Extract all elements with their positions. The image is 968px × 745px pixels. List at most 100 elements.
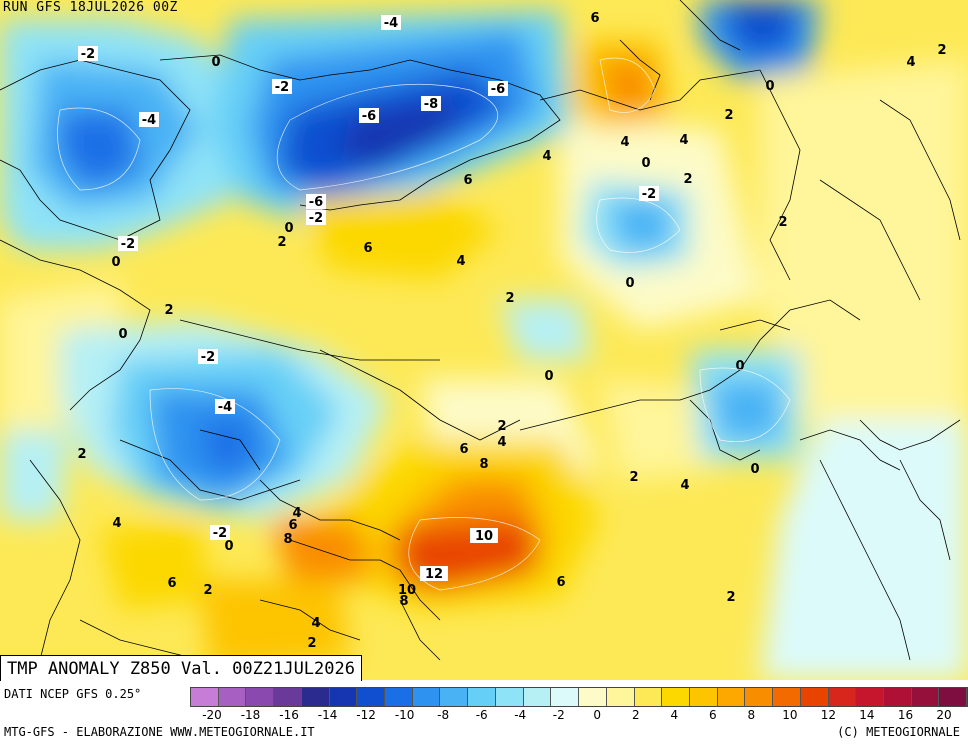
- colorbar-tick-label: 4: [670, 708, 679, 722]
- svg-text:-6: -6: [362, 109, 376, 124]
- svg-text:10: 10: [398, 583, 416, 598]
- field-title: TMP ANOMALY Z850 Val. 00Z21JUL2026: [0, 655, 362, 683]
- svg-text:8: 8: [399, 594, 408, 609]
- anomaly-map: -4 6 4 2 -2 0 -2 -6 -8 -4 -6 4 4 2 0 2 4…: [0, 0, 968, 680]
- contour-label: 4: [112, 516, 121, 531]
- colorbar-swatch: [800, 688, 829, 706]
- run-title: RUN GFS 18JUL2026 00Z: [3, 0, 178, 15]
- colorbar-ticks: -20 -18 -16 -14 -12 -10 -8 -6 -4 -2 0 2 4 6 8 10 12 14 16 2…: [190, 708, 966, 724]
- contour-label: -2: [639, 186, 659, 202]
- contour-label: 0: [625, 276, 634, 291]
- svg-text:-2: -2: [642, 187, 656, 202]
- contour-label: 8: [283, 532, 292, 547]
- colorbar-tick-label: -14: [317, 708, 338, 722]
- svg-text:-4: -4: [142, 113, 156, 128]
- copyright: (C) METEOGIORNALE: [837, 725, 960, 739]
- contour-label: 2: [203, 583, 212, 598]
- contour-label: 2: [724, 108, 733, 123]
- svg-text:2: 2: [724, 108, 733, 123]
- contour-label: 4: [497, 435, 506, 450]
- svg-text:2: 2: [683, 172, 692, 187]
- footer: DATI NCEP GFS 0.25° -20 -18 -16 -14 -12 -10 -8…: [0, 681, 968, 745]
- contour-label: 4: [679, 133, 688, 148]
- contour-label: 6: [363, 241, 372, 256]
- contour-label: -2: [272, 79, 292, 95]
- contour-label: -4: [215, 399, 235, 415]
- svg-text:8: 8: [479, 457, 488, 472]
- colorbar-swatch: [689, 688, 718, 706]
- contour-label: -2: [118, 236, 138, 252]
- colorbar-tick-label: 2: [631, 708, 640, 722]
- contour-label: 4: [906, 55, 915, 70]
- contour-label: -6: [359, 108, 379, 124]
- svg-text:-6: -6: [309, 195, 323, 210]
- svg-text:2: 2: [497, 419, 506, 434]
- svg-text:2: 2: [937, 43, 946, 58]
- svg-text:6: 6: [463, 173, 472, 188]
- contour-label: 0: [111, 255, 120, 270]
- svg-text:2: 2: [629, 470, 638, 485]
- contour-label: -4: [381, 15, 401, 31]
- contour-label: 8: [399, 594, 408, 609]
- colorbar-tick-label: -10: [394, 708, 415, 722]
- svg-text:0: 0: [765, 79, 774, 94]
- svg-text:12: 12: [425, 567, 443, 582]
- svg-text:2: 2: [164, 303, 173, 318]
- colorbar-swatch: [662, 688, 690, 706]
- svg-text:0: 0: [211, 55, 220, 70]
- colorbar-tick-label: -8: [437, 708, 450, 722]
- svg-text:4: 4: [292, 506, 301, 521]
- colorbar-swatch: [551, 688, 580, 706]
- svg-text:-2: -2: [121, 237, 135, 252]
- svg-text:-4: -4: [218, 400, 232, 415]
- contour-label: 2: [505, 291, 514, 306]
- contour-label: 0: [765, 79, 774, 94]
- contour-label: 2: [726, 590, 735, 605]
- contour-label: 2: [683, 172, 692, 187]
- colorbar-swatch: [440, 688, 469, 706]
- svg-text:0: 0: [750, 462, 759, 477]
- colorbar-swatch: [883, 688, 912, 706]
- svg-text:4: 4: [542, 149, 551, 164]
- svg-text:0: 0: [625, 276, 634, 291]
- colorbar-swatch: [717, 688, 746, 706]
- svg-text:4: 4: [456, 254, 465, 269]
- colorbar-swatch: [274, 688, 302, 706]
- colorbar-swatch: [606, 688, 635, 706]
- svg-text:0: 0: [224, 539, 233, 554]
- svg-text:2: 2: [307, 636, 316, 651]
- colorbar: [190, 687, 968, 707]
- svg-text:2: 2: [778, 215, 787, 230]
- svg-text:0: 0: [544, 369, 553, 384]
- colorbar-tick-label: 6: [709, 708, 717, 722]
- colorbar-swatch: [939, 688, 968, 706]
- colorbar-swatch: [745, 688, 774, 706]
- contour-label: -2: [78, 46, 98, 62]
- colorbar-tick-label: 8: [747, 708, 756, 722]
- contour-label: 0: [118, 327, 127, 342]
- colorbar-tick-label: 16: [897, 708, 914, 722]
- svg-text:4: 4: [680, 478, 689, 493]
- contour-label: 2: [497, 419, 506, 434]
- svg-text:6: 6: [363, 241, 372, 256]
- contour-label: 0: [641, 156, 650, 171]
- contour-label: 2: [307, 636, 316, 651]
- contour-label: 6: [459, 442, 468, 457]
- field-contours: [57, 57, 791, 591]
- svg-text:10: 10: [475, 529, 493, 544]
- colorbar-tick-label: -6: [475, 708, 488, 722]
- colorbar-swatch: [191, 688, 219, 706]
- svg-text:4: 4: [112, 516, 121, 531]
- svg-text:6: 6: [459, 442, 468, 457]
- contour-label: 2: [164, 303, 173, 318]
- contour-label: 6: [556, 575, 565, 590]
- contour-label: 6: [288, 518, 297, 533]
- colorbar-tick-label: -16: [279, 708, 299, 722]
- svg-text:4: 4: [679, 133, 688, 148]
- colorbar-swatch: [357, 688, 386, 706]
- svg-text:0: 0: [735, 359, 744, 374]
- svg-text:2: 2: [505, 291, 514, 306]
- colorbar-swatch: [856, 688, 884, 706]
- svg-text:6: 6: [556, 575, 565, 590]
- colorbar-tick-label: 12: [820, 708, 837, 722]
